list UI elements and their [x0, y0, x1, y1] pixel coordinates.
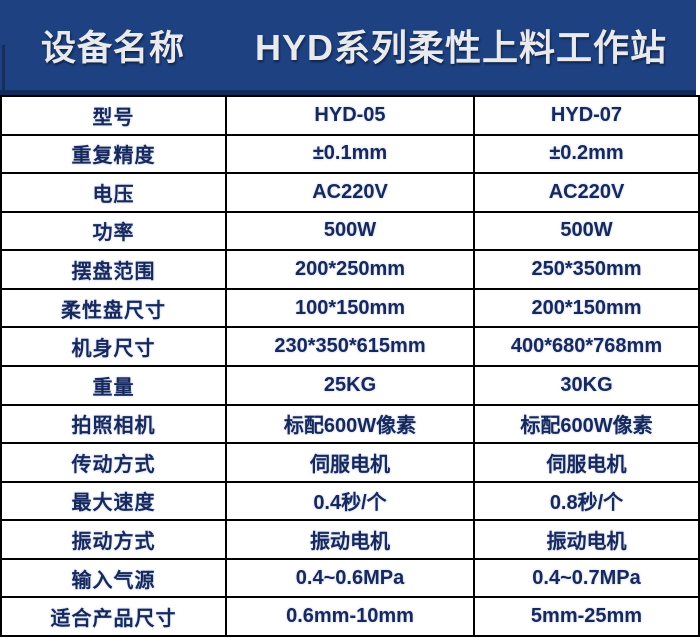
spec-label-cell: 拍照相机 [2, 405, 225, 443]
spec-value-cell: 伺服电机 [475, 444, 698, 481]
spec-value-cell: 230*350*615mm [227, 328, 473, 365]
spec-label-cell: 柔性盘尺寸 [2, 289, 225, 327]
spec-value-cell: 0.4~0.7MPa [475, 559, 698, 597]
spec-value-cell: 400*680*768mm [475, 328, 698, 365]
spec-value-cell: 伺服电机 [227, 444, 473, 481]
spec-label-cell: 适合产品尺寸 [2, 598, 225, 635]
spec-label-cell: 重复精度 [2, 135, 225, 173]
spec-value-cell: 振动电机 [475, 521, 698, 558]
spec-table: 型号 HYD-05 HYD-07 重复精度 ±0.1mm ±0.2mm 电压 A… [0, 95, 700, 637]
spec-value-cell: ±0.2mm [475, 135, 698, 173]
spec-value-cell: 0.4秒/个 [227, 482, 473, 520]
spec-value-cell: 振动电机 [227, 521, 473, 558]
spec-value-cell: 0.6mm-10mm [227, 598, 473, 635]
spec-value-cell: 200*250mm [227, 251, 473, 288]
spec-value-cell: HYD-05 [227, 97, 473, 134]
equipment-name-label: 设备名称 [40, 28, 185, 68]
spec-label-cell: 传动方式 [2, 444, 225, 481]
spec-value-cell: 30KG [475, 367, 698, 404]
spec-value-cell: 5mm-25mm [475, 598, 698, 635]
spec-value-cell: 500W [475, 212, 698, 250]
spec-label-cell: 摆盘范围 [2, 251, 225, 288]
spec-label-cell: 最大速度 [2, 482, 225, 520]
spec-value-cell: 标配600W像素 [227, 405, 473, 443]
spec-value-cell: AC220V [227, 174, 473, 211]
product-series-title: HYD系列柔性上料工作站 [254, 27, 667, 68]
spec-label-cell: 输入气源 [2, 559, 225, 597]
spec-value-cell: 0.4~0.6MPa [227, 559, 473, 597]
spec-label-cell: 重量 [2, 367, 225, 404]
spec-value-cell: 200*150mm [475, 289, 698, 327]
spec-value-cell: 25KG [227, 367, 473, 404]
spec-label-cell: 机身尺寸 [2, 328, 225, 365]
banner-crease-decoration [2, 45, 5, 90]
spec-label-cell: 电压 [2, 174, 225, 211]
spec-label-cell: 功率 [2, 212, 225, 250]
spec-value-cell: 250*350mm [475, 251, 698, 288]
spec-value-cell: 标配600W像素 [475, 405, 698, 443]
spec-value-cell: 0.8秒/个 [475, 482, 698, 520]
spec-value-cell: ±0.1mm [227, 135, 473, 173]
spec-value-cell: HYD-07 [475, 97, 698, 134]
spec-label-cell: 型号 [2, 97, 225, 134]
header-banner: 设备名称 HYD系列柔性上料工作站 [0, 0, 696, 95]
spec-value-cell: 500W [227, 212, 473, 250]
spec-value-cell: 100*150mm [227, 289, 473, 327]
spec-label-cell: 振动方式 [2, 521, 225, 558]
spec-value-cell: AC220V [475, 174, 698, 211]
